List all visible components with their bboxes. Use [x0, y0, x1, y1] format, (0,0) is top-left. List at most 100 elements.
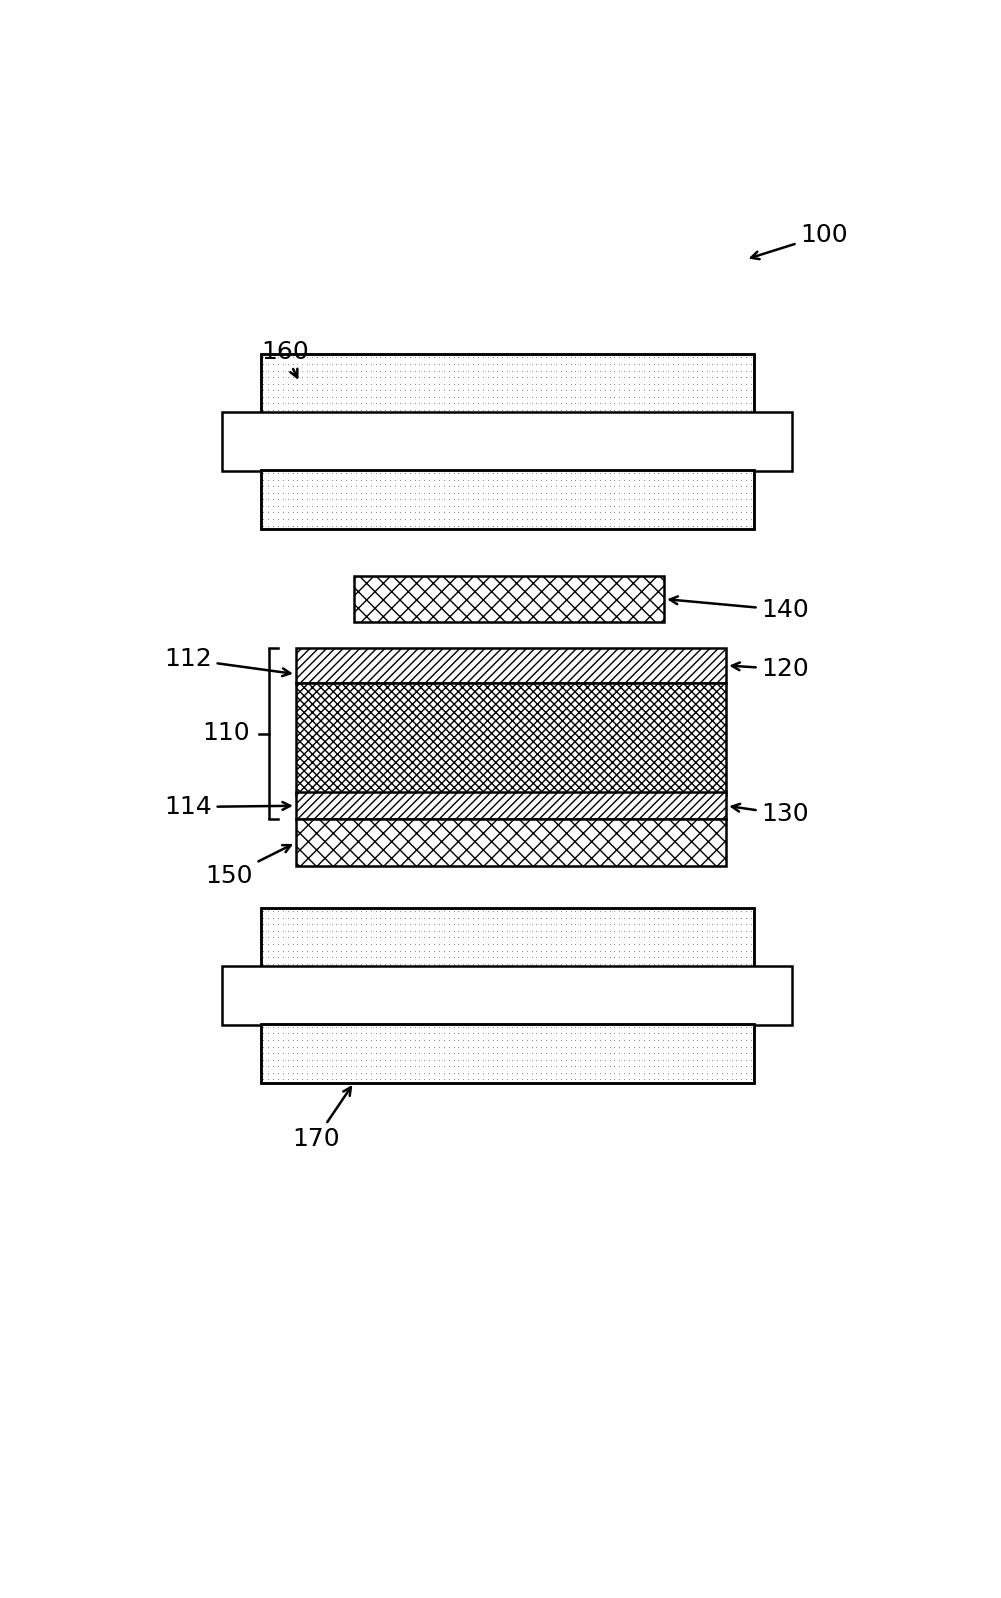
Point [690, 479, 706, 505]
Point [563, 358, 579, 384]
Point [469, 938, 485, 964]
Point [367, 925, 383, 951]
Point [626, 494, 642, 519]
Point [743, 932, 759, 957]
Point [738, 911, 754, 936]
Point [592, 1015, 608, 1040]
Point [284, 479, 300, 505]
Point [333, 398, 349, 423]
Point [338, 911, 354, 936]
Point [416, 513, 432, 539]
Point [270, 1053, 286, 1079]
Point [631, 486, 647, 511]
Point [255, 377, 271, 403]
Point [519, 377, 535, 403]
Point [309, 1028, 325, 1053]
Point [651, 1034, 667, 1059]
Point [529, 467, 545, 492]
Point [558, 1028, 574, 1053]
Point [704, 398, 720, 423]
Point [275, 507, 291, 532]
Point [309, 507, 325, 532]
Point [318, 352, 334, 377]
Point [299, 919, 315, 944]
Point [699, 358, 715, 384]
Point [294, 345, 310, 371]
Point [529, 1028, 545, 1053]
Point [484, 500, 500, 526]
Point [499, 898, 516, 924]
Point [406, 358, 422, 384]
Point [553, 1015, 569, 1040]
Point [426, 919, 442, 944]
Point [665, 1034, 681, 1059]
Point [289, 944, 305, 970]
Point [626, 951, 642, 976]
Point [583, 925, 599, 951]
Point [494, 951, 511, 976]
Point [465, 898, 481, 924]
Point [719, 1015, 735, 1040]
Point [426, 473, 442, 499]
Point [318, 911, 334, 936]
Point [294, 377, 310, 403]
Point [333, 1021, 349, 1047]
Point [362, 1053, 378, 1079]
Point [304, 1015, 320, 1040]
Point [265, 1059, 281, 1085]
Point [626, 1034, 642, 1059]
Point [275, 1059, 291, 1085]
Point [328, 898, 344, 924]
Point [529, 358, 545, 384]
Point [333, 390, 349, 415]
Point [641, 1028, 657, 1053]
Point [719, 1021, 735, 1047]
Point [416, 932, 432, 957]
Point [724, 938, 740, 964]
Point [714, 486, 730, 511]
Point [583, 371, 599, 396]
Point [499, 1047, 516, 1072]
Point [578, 1028, 594, 1053]
Point [494, 911, 511, 936]
Point [455, 1040, 471, 1066]
Point [255, 390, 271, 415]
Point [714, 1040, 730, 1066]
Point [294, 494, 310, 519]
Point [396, 364, 412, 390]
Point [544, 938, 560, 964]
Point [612, 925, 628, 951]
Point [309, 1015, 325, 1040]
Point [573, 513, 589, 539]
Point [524, 345, 540, 371]
Point [367, 911, 383, 936]
Point [499, 1040, 516, 1066]
Point [460, 486, 476, 511]
Point [421, 479, 437, 505]
Point [396, 371, 412, 396]
Point [573, 1015, 589, 1040]
Point [304, 500, 320, 526]
Point [592, 377, 608, 403]
Point [455, 944, 471, 970]
Point [578, 507, 594, 532]
Point [714, 398, 730, 423]
Point [660, 513, 676, 539]
Point [729, 1053, 745, 1079]
Point [602, 384, 618, 409]
Point [544, 507, 560, 532]
Point [391, 932, 407, 957]
Point [353, 384, 369, 409]
Point [553, 479, 569, 505]
Point [275, 911, 291, 936]
Point [265, 1034, 281, 1059]
Point [499, 1034, 516, 1059]
Point [631, 904, 647, 930]
Point [534, 371, 550, 396]
Point [675, 1015, 691, 1040]
Point [514, 1028, 530, 1053]
Point [641, 345, 657, 371]
Point [489, 1034, 506, 1059]
Point [357, 513, 373, 539]
Point [343, 364, 359, 390]
